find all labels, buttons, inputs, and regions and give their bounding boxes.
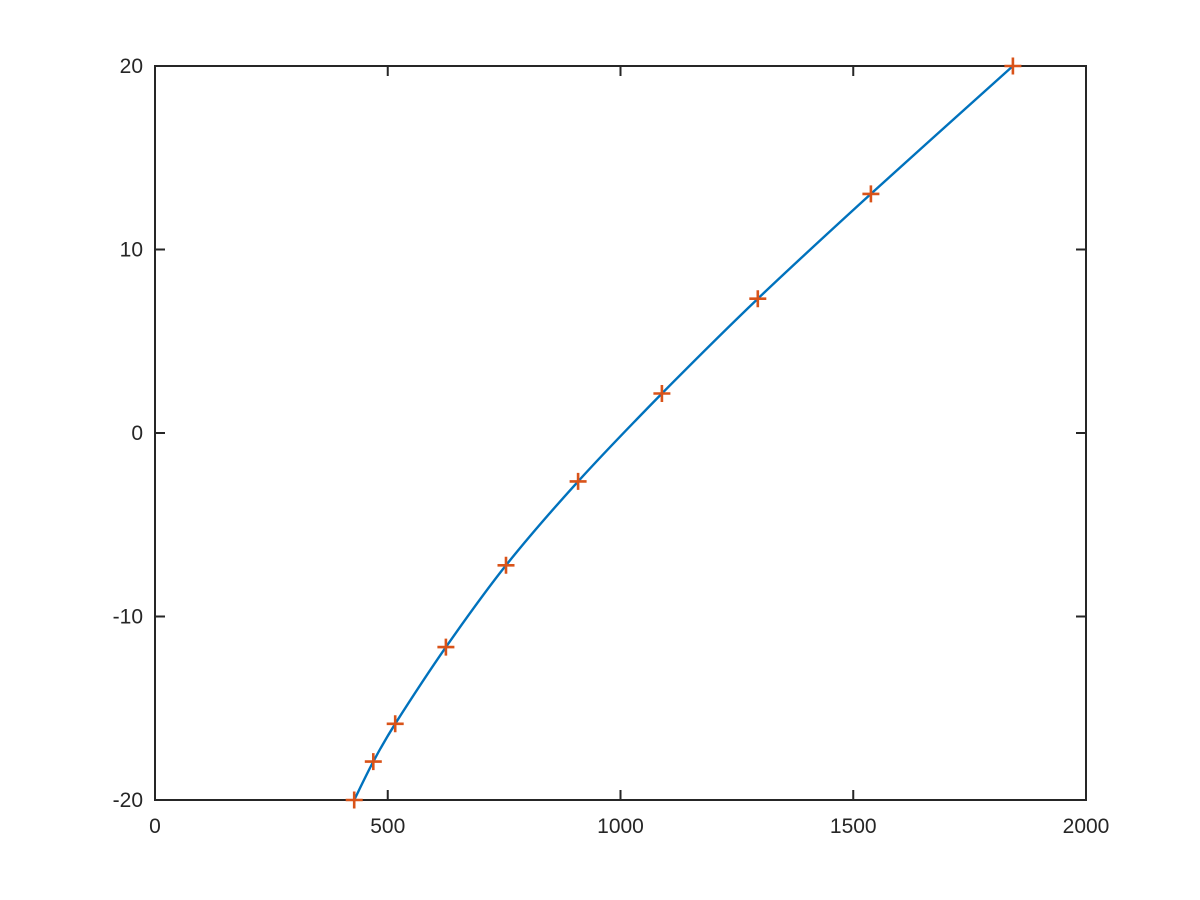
tick-path <box>154 65 1087 801</box>
y-tick-labels: -20 -10 0 10 20 <box>113 55 143 812</box>
x-tick-label: 0 <box>149 815 161 838</box>
x-tick-label: 2000 <box>1063 815 1110 838</box>
series-markers <box>345 57 1022 809</box>
y-tick-label: -10 <box>113 606 143 629</box>
y-tick-label: 0 <box>131 422 143 445</box>
tick-marks <box>154 65 1087 801</box>
y-tick-label: 10 <box>120 239 143 262</box>
x-tick-label: 500 <box>370 815 405 838</box>
y-tick-label: -20 <box>113 789 143 812</box>
x-tick-labels: 0 500 1000 1500 2000 <box>149 815 1109 838</box>
x-tick-label: 1500 <box>830 815 877 838</box>
axes-box <box>154 65 1087 801</box>
y-tick-label: 20 <box>120 55 143 78</box>
x-tick-label: 1000 <box>597 815 644 838</box>
series-line <box>353 65 1014 801</box>
